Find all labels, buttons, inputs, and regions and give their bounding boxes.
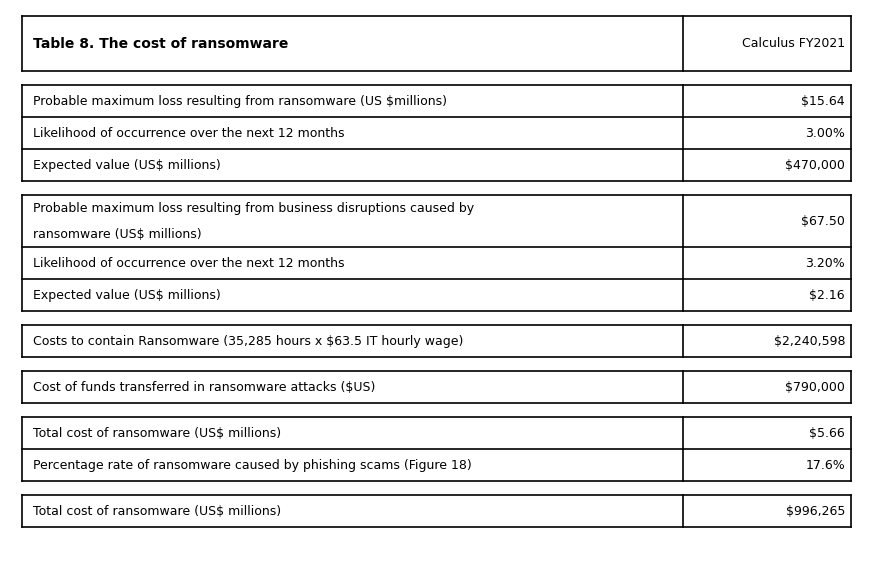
Text: Total cost of ransomware (US$ millions): Total cost of ransomware (US$ millions) bbox=[33, 427, 281, 440]
Text: Table 8. The cost of ransomware: Table 8. The cost of ransomware bbox=[33, 36, 289, 51]
Text: Calculus FY2021: Calculus FY2021 bbox=[742, 37, 845, 50]
Text: 17.6%: 17.6% bbox=[805, 459, 845, 472]
Text: Cost of funds transferred in ransomware attacks ($US): Cost of funds transferred in ransomware … bbox=[33, 381, 375, 394]
Text: $15.64: $15.64 bbox=[801, 95, 845, 108]
Text: $996,265: $996,265 bbox=[786, 505, 845, 518]
Text: Probable maximum loss resulting from business disruptions caused by: Probable maximum loss resulting from bus… bbox=[33, 202, 474, 214]
Text: Probable maximum loss resulting from ransomware (US $millions): Probable maximum loss resulting from ran… bbox=[33, 95, 447, 108]
Text: $67.50: $67.50 bbox=[801, 214, 845, 228]
Text: $790,000: $790,000 bbox=[785, 381, 845, 394]
Text: Total cost of ransomware (US$ millions): Total cost of ransomware (US$ millions) bbox=[33, 505, 281, 518]
Text: $5.66: $5.66 bbox=[809, 427, 845, 440]
Text: Likelihood of occurrence over the next 12 months: Likelihood of occurrence over the next 1… bbox=[33, 127, 345, 140]
Text: Percentage rate of ransomware caused by phishing scams (Figure 18): Percentage rate of ransomware caused by … bbox=[33, 459, 472, 472]
Text: Likelihood of occurrence over the next 12 months: Likelihood of occurrence over the next 1… bbox=[33, 257, 345, 270]
Text: ransomware (US$ millions): ransomware (US$ millions) bbox=[33, 228, 202, 240]
Text: Expected value (US$ millions): Expected value (US$ millions) bbox=[33, 159, 221, 172]
Text: $470,000: $470,000 bbox=[785, 159, 845, 172]
Text: 3.20%: 3.20% bbox=[805, 257, 845, 270]
Text: $2.16: $2.16 bbox=[809, 288, 845, 302]
Text: 3.00%: 3.00% bbox=[805, 127, 845, 140]
Text: Expected value (US$ millions): Expected value (US$ millions) bbox=[33, 288, 221, 302]
Text: $2,240,598: $2,240,598 bbox=[773, 335, 845, 348]
Text: Costs to contain Ransomware (35,285 hours x $63.5 IT hourly wage): Costs to contain Ransomware (35,285 hour… bbox=[33, 335, 464, 348]
